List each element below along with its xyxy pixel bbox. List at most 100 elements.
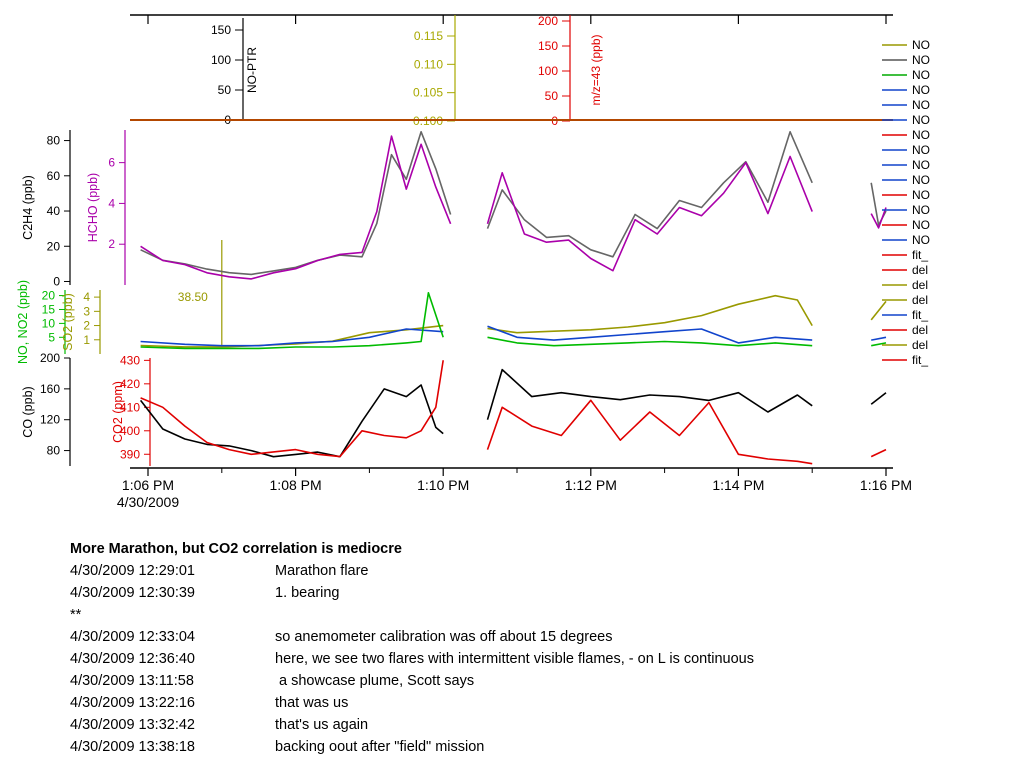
co_co2-axis-1-tick-label: 420 xyxy=(120,377,140,391)
no_no2_so2-axis-0-tick-label: 10 xyxy=(42,316,56,330)
co_co2-axis-0-title: CO (ppb) xyxy=(21,386,35,437)
note-row: 4/30/2009 12:36:40 here, we see two flare… xyxy=(70,648,970,670)
c2h4_hcho-axis-0-tick-label: 80 xyxy=(47,134,61,148)
note-timestamp: 4/30/2009 12:29:01 xyxy=(70,563,195,579)
ptr-axis-tick-label: 100 xyxy=(211,53,231,67)
olive-axis-tick-label: 0.105 xyxy=(413,86,443,100)
c2h4_hcho-axis-1-tick-label: 6 xyxy=(108,156,115,170)
note-row: 4/30/2009 13:32:42 that's us again xyxy=(70,714,970,736)
legend-label: NO xyxy=(912,203,930,217)
note-timestamp: 4/30/2009 13:32:42 xyxy=(70,717,195,733)
series-no2-line xyxy=(871,336,887,341)
note-text: here, we see two flares with intermitten… xyxy=(275,651,754,667)
c2h4_hcho-axis-0-title: C2H4 (ppb) xyxy=(21,175,35,240)
legend-label: del xyxy=(912,278,928,292)
note-text: Marathon flare xyxy=(275,563,369,579)
mz43-axis-tick-label: 100 xyxy=(538,64,558,78)
series-c2h4-line xyxy=(486,131,813,258)
no_no2_so2-axis-0-tick-label: 5 xyxy=(48,330,55,344)
note-timestamp: 4/30/2009 12:33:04 xyxy=(70,629,195,645)
note-row: 4/30/2009 12:33:04 so anemometer calibrat… xyxy=(70,626,970,648)
legend-label: NO xyxy=(912,68,930,82)
series-co-line xyxy=(139,384,444,458)
legend-label: del xyxy=(912,323,928,337)
notes-list: 4/30/2009 12:29:01 Marathon flare 4/30/200… xyxy=(70,560,970,758)
c2h4_hcho-axis-0-tick-label: 0 xyxy=(53,274,60,288)
no_no2_so2-axis-0-title: NO, NO2 (ppb) xyxy=(16,280,30,364)
c2h4_hcho-axis-1-tick-label: 2 xyxy=(108,237,115,251)
series-co2-line xyxy=(140,360,444,458)
co_co2-axis-1-tick-label: 410 xyxy=(120,400,140,414)
co_co2-axis-1-tick-label: 430 xyxy=(120,353,140,367)
series-no2-line xyxy=(140,328,444,347)
note-text: that was us xyxy=(275,695,349,711)
x-tick-label: 1:16 PM xyxy=(860,477,912,493)
x-tick-label: 1:08 PM xyxy=(270,477,322,493)
legend-label: NO xyxy=(912,158,930,172)
note-timestamp: 4/30/2009 13:22:16 xyxy=(70,695,195,711)
legend-label: NO xyxy=(912,38,930,52)
no_no2_so2-axis-1-tick-label: 2 xyxy=(83,319,90,333)
series-no-line xyxy=(871,342,887,347)
co_co2-axis-0-tick-label: 200 xyxy=(40,351,60,365)
note-text: a showcase plume, Scott says xyxy=(275,673,475,689)
mz43-axis-tick-label: 50 xyxy=(545,89,559,103)
legend-label: fit_ xyxy=(912,308,928,322)
legend-label: fit_ xyxy=(912,248,928,262)
legend-label: NO xyxy=(912,128,930,142)
c2h4_hcho-axis-0-tick-label: 60 xyxy=(47,169,61,183)
note-timestamp: 4/30/2009 12:36:40 xyxy=(70,651,195,667)
series-co-line xyxy=(486,368,813,420)
c2h4_hcho-axis-1-tick-label: 4 xyxy=(108,196,115,210)
legend-label: NO xyxy=(912,98,930,112)
no_no2_so2-axis-0-tick-label: 15 xyxy=(42,302,56,316)
c2h4_hcho-axis-1-title: HCHO (ppb) xyxy=(86,173,100,242)
series-co2-line xyxy=(870,448,887,458)
legend-label: NO xyxy=(912,83,930,97)
x-tick-label: 1:10 PM xyxy=(417,477,469,493)
mz43-axis-tick-label: 200 xyxy=(538,14,558,28)
x-tick-label: 1:06 PM xyxy=(122,477,174,493)
legend-label: NO xyxy=(912,53,930,67)
olive-axis-tick-label: 0.110 xyxy=(414,57,443,71)
note-row: 4/30/2009 12:29:01 Marathon flare xyxy=(70,560,970,582)
legend-label: NO xyxy=(912,233,930,247)
legend-label: NO xyxy=(912,218,930,232)
chart-legend: NONONONONONONONONONONONONONOfit_deldelde… xyxy=(882,38,930,367)
series-hcho-line xyxy=(870,207,887,229)
series-co-line xyxy=(870,392,887,405)
chart-series xyxy=(130,119,893,465)
legend-label: del xyxy=(912,338,928,352)
no_no2_so2-axis-0-tick-label: 20 xyxy=(42,289,56,303)
note-text: that's us again xyxy=(275,717,369,733)
no_no2_so2-axis-1-title: SO2 (ppb) xyxy=(61,293,75,351)
series-no-line xyxy=(140,291,444,350)
no_no2_so2-axis-1-tick-label: 1 xyxy=(83,333,90,347)
note-timestamp: ** xyxy=(70,607,82,623)
legend-label: NO xyxy=(912,143,930,157)
legend-label: del xyxy=(912,293,928,307)
legend-label: NO xyxy=(912,113,930,127)
notes-title: More Marathon, but CO2 correlation is me… xyxy=(70,541,402,557)
note-timestamp: 4/30/2009 13:11:58 xyxy=(70,673,194,689)
note-text: so anemometer calibration was off about … xyxy=(275,629,613,645)
note-row: 4/30/2009 13:38:18 backing oout after "fi… xyxy=(70,736,970,758)
ptr-axis-title: NO-PTR xyxy=(245,47,259,93)
co_co2-axis-1-tick-label: 390 xyxy=(120,447,140,461)
co_co2-axis-1-title: CO2 (ppm) xyxy=(111,381,125,443)
x-date-label: 4/30/2009 xyxy=(117,494,179,510)
co_co2-axis-0-tick-label: 120 xyxy=(40,413,60,427)
note-text: 1. bearing xyxy=(275,585,340,601)
x-tick-label: 1:12 PM xyxy=(565,477,617,493)
c2h4_hcho-axis-0-tick-label: 20 xyxy=(47,239,61,253)
chart-axes: 050100150NO-PTR0.1000.1050.1100.11505010… xyxy=(16,14,603,466)
series-co2-line xyxy=(486,399,813,465)
co_co2-axis-0-tick-label: 80 xyxy=(47,444,61,458)
note-row: ** xyxy=(70,604,970,626)
series-no2-line xyxy=(487,325,813,344)
ptr-axis-tick-label: 50 xyxy=(218,83,232,97)
marker-label: 38.50 xyxy=(178,290,208,304)
co_co2-axis-1-tick-label: 400 xyxy=(120,424,140,438)
note-row: 4/30/2009 13:22:16 that was us xyxy=(70,692,970,714)
series-so2-line xyxy=(487,294,813,334)
